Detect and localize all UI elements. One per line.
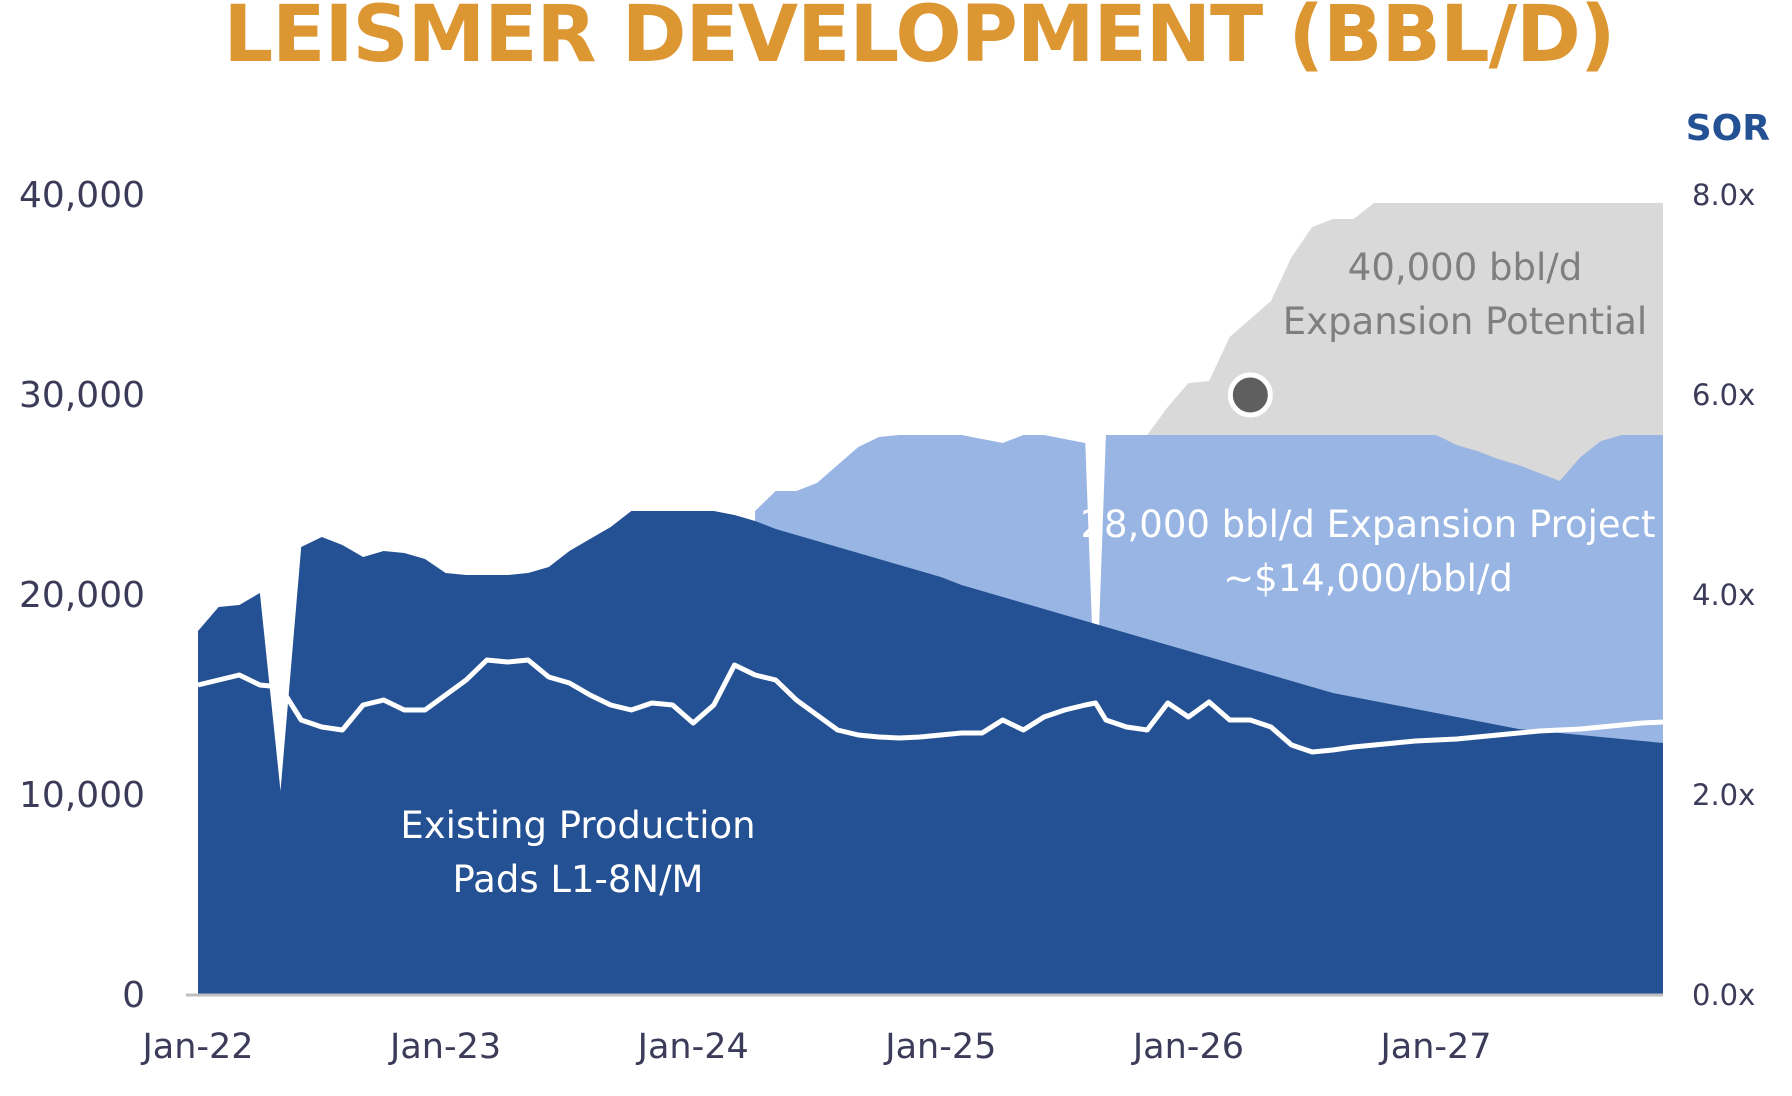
expansion-potential-label: 40,000 bbl/d — [1348, 246, 1582, 289]
x-tick-label: Jan-23 — [388, 1027, 501, 1067]
y-right-tick-label: 2.0x — [1692, 778, 1755, 812]
expansion-project-label: ~$14,000/bbl/d — [1223, 557, 1513, 600]
sor-line — [197, 657, 1664, 755]
existing-production-label: Existing Production — [400, 804, 755, 847]
y-right-tick-label: 8.0x — [1692, 178, 1755, 212]
existing-area — [198, 511, 1663, 995]
chart-title: LEISMER DEVELOPMENT (BBL/D) — [223, 0, 1615, 80]
y-left-tick-label: 0 — [122, 975, 145, 1016]
x-tick-label: Jan-27 — [1378, 1027, 1491, 1067]
existing-production-label: Pads L1-8N/M — [453, 858, 704, 901]
y-right-tick-label: 6.0x — [1692, 378, 1755, 412]
y-right-tick-label: 0.0x — [1692, 978, 1755, 1012]
y-right-axis-title: SOR — [1686, 108, 1770, 149]
x-tick-label: Jan-25 — [883, 1027, 996, 1067]
x-tick-label: Jan-26 — [1131, 1027, 1244, 1067]
sor-line-group — [197, 372, 1664, 755]
y-right-tick-label: 4.0x — [1692, 578, 1755, 612]
expansion-project-label: 28,000 bbl/d Expansion Project — [1080, 503, 1655, 546]
y-left-tick-label: 40,000 — [19, 175, 145, 216]
y-left-tick-label: 20,000 — [19, 575, 145, 616]
area-series-group — [198, 203, 1663, 995]
expansion-potential-label: Expansion Potential — [1283, 300, 1647, 343]
y-left-tick-label: 30,000 — [19, 375, 145, 416]
axes-group: 0 10,000 20,000 30,000 40,000 0.0x 2.0x 4.0x 6.0… — [19, 108, 1770, 1067]
sor-marker — [1227, 372, 1273, 418]
x-tick-label: Jan-22 — [140, 1027, 253, 1067]
x-tick-label: Jan-24 — [636, 1027, 749, 1067]
labels-group: Existing Production Pads L1-8N/M 28,000 bb… — [400, 246, 1655, 901]
y-left-tick-label: 10,000 — [19, 775, 145, 816]
